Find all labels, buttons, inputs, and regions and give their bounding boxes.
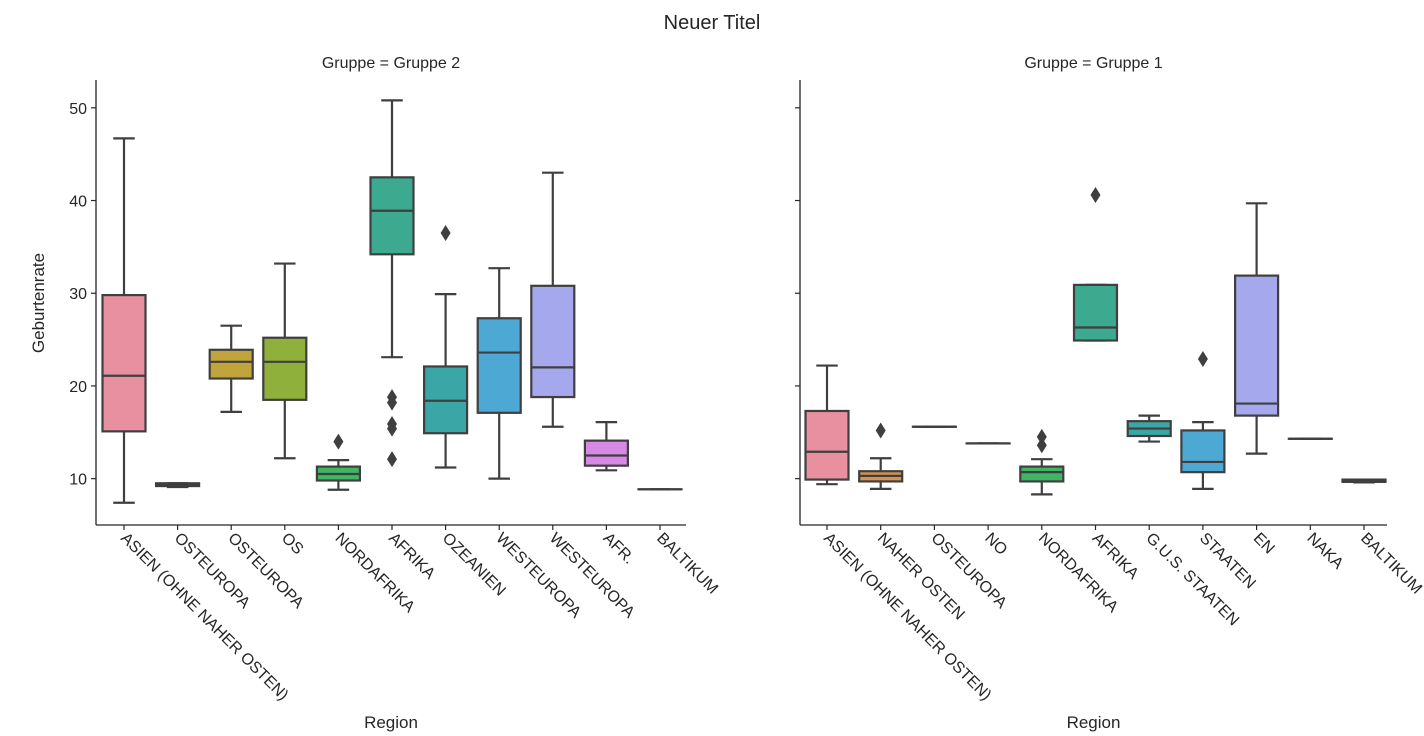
box-8 <box>1233 202 1280 455</box>
x-tick-label: BALTIKUM <box>653 530 721 598</box>
box-8 <box>530 171 576 428</box>
box-5 <box>369 99 415 468</box>
iqr-box <box>804 409 850 481</box>
y-tick-label: 40 <box>69 194 87 211</box>
x-tick-label: OS <box>278 530 306 558</box>
box-0 <box>101 137 147 504</box>
outlier-point <box>333 433 344 450</box>
box-10 <box>1341 478 1387 484</box>
facet-title: Gruppe = Gruppe 2 <box>322 55 460 72</box>
box-2 <box>208 324 254 413</box>
box-9 <box>583 420 630 472</box>
outlier-point <box>387 394 397 411</box>
outlier-point <box>1197 351 1208 368</box>
x-tick-label: AFR. <box>600 530 638 568</box>
iqr-box <box>530 284 576 399</box>
box-1 <box>155 482 201 489</box>
x-tick-label: NAKA <box>1303 530 1346 573</box>
x-axis-label: Region <box>364 713 418 732</box>
iqr-box <box>101 293 147 433</box>
x-tick-label: EN <box>1250 530 1278 558</box>
outlier-point <box>1036 437 1047 454</box>
y-tick-label: 50 <box>69 101 87 118</box>
box-1 <box>858 422 904 490</box>
outlier-point <box>1036 428 1047 445</box>
y-tick-label: 20 <box>69 379 87 396</box>
x-tick-label: AFRIKA <box>1089 530 1142 583</box>
outlier-point <box>387 451 397 468</box>
box-0 <box>804 364 850 486</box>
outlier-point <box>1090 186 1101 203</box>
outlier-point <box>440 224 451 241</box>
box-4 <box>1019 428 1065 496</box>
figure-title: Neuer Titel <box>664 12 761 34</box>
y-tick-label: 30 <box>69 286 87 303</box>
iqr-box <box>262 336 308 401</box>
iqr-box <box>583 439 630 467</box>
x-tick-label: G.U.S. STAATEN <box>1142 530 1242 630</box>
box-5 <box>1072 186 1119 342</box>
iqr-box <box>208 348 254 380</box>
x-axis-label: Region <box>1067 713 1121 732</box>
box-4 <box>315 433 361 491</box>
iqr-box <box>476 317 522 414</box>
iqr-box <box>1180 429 1226 474</box>
y-axis-label: Geburtenrate <box>29 253 48 353</box>
iqr-box <box>1072 283 1119 342</box>
box-7 <box>476 267 522 480</box>
facet-title: Gruppe = Gruppe 1 <box>1024 55 1162 72</box>
y-tick-label: 10 <box>69 472 87 489</box>
box-6 <box>423 224 469 469</box>
iqr-box <box>1019 465 1065 483</box>
iqr-box <box>1233 274 1280 417</box>
box-6 <box>1126 414 1172 443</box>
x-tick-label: BALTIKUM <box>1357 530 1424 598</box>
x-tick-label: AFRIKA <box>385 530 438 583</box>
outlier-point <box>387 420 397 437</box>
x-tick-label: NO <box>981 530 1010 559</box>
iqr-box <box>369 176 415 256</box>
outlier-point <box>875 422 886 439</box>
box-7 <box>1180 351 1226 490</box>
box-3 <box>262 262 308 460</box>
